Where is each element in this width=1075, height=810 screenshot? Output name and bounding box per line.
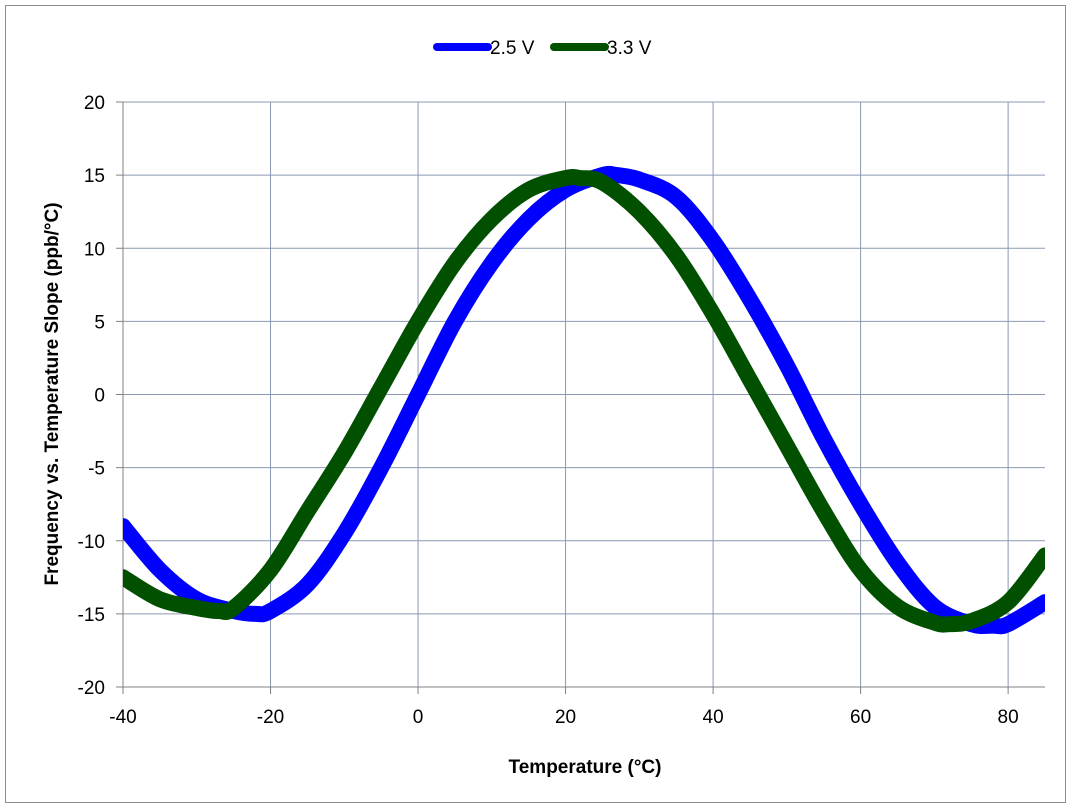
x-tick-label: 80 bbox=[998, 707, 1019, 728]
y-tick-label: 10 bbox=[84, 239, 105, 260]
x-axis-title: Temperature (°C) bbox=[509, 757, 662, 778]
y-tick-label: -15 bbox=[78, 605, 105, 626]
y-tick-label: 5 bbox=[94, 312, 105, 333]
y-tick-label: 0 bbox=[94, 386, 105, 407]
y-tick-label: -20 bbox=[78, 678, 105, 699]
y-axis-title: Frequency vs. Temperature Slope (ppb/°C) bbox=[42, 202, 63, 585]
legend-label-2-5v: 2.5 V bbox=[490, 38, 535, 59]
y-tick-label: 15 bbox=[84, 166, 105, 187]
y-tick-label: -10 bbox=[78, 532, 105, 553]
x-tick-label: 60 bbox=[850, 707, 871, 728]
series-line-2-5-v bbox=[123, 165, 1045, 635]
y-tick-label: -5 bbox=[88, 459, 105, 480]
legend: 2.5 V 3.3 V bbox=[433, 38, 652, 59]
series-line-3-3-v bbox=[123, 169, 1045, 633]
chart-frame bbox=[5, 5, 1066, 803]
x-tick-label: -40 bbox=[109, 707, 136, 728]
series-group bbox=[123, 165, 1045, 635]
x-tick-label: 20 bbox=[555, 707, 576, 728]
y-tick-label: 20 bbox=[84, 93, 105, 114]
x-tick-label: 0 bbox=[413, 707, 424, 728]
x-tick-label: -20 bbox=[257, 707, 284, 728]
x-tick-label: 40 bbox=[703, 707, 724, 728]
axes bbox=[116, 101, 1045, 694]
legend-label-3-3v: 3.3 V bbox=[607, 38, 652, 59]
